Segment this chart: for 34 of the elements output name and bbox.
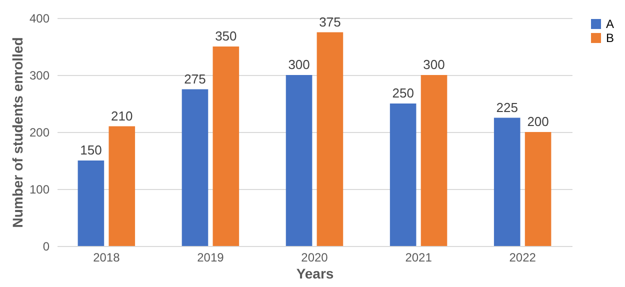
data-label: 150 <box>80 142 102 158</box>
legend-label: B <box>606 31 614 45</box>
data-label: 300 <box>288 57 310 72</box>
data-label: 375 <box>319 14 341 30</box>
x-tick-label: 2018 <box>93 250 120 264</box>
data-label: 275 <box>184 71 206 86</box>
x-tick-label: 2021 <box>405 250 432 264</box>
bar <box>286 75 312 246</box>
bar <box>212 46 240 246</box>
data-label: 350 <box>215 28 237 44</box>
y-tick-label: 200 <box>29 126 50 140</box>
data-label: 250 <box>392 86 414 100</box>
bar <box>390 104 416 246</box>
bar <box>182 89 208 246</box>
y-axis-title: Number of students enrolled <box>9 37 26 228</box>
x-axis-title: Years <box>296 266 334 282</box>
bar <box>524 132 552 246</box>
bar <box>420 75 448 246</box>
y-tick-label: 300 <box>29 68 50 82</box>
bar <box>78 160 104 246</box>
data-label: 210 <box>111 108 133 124</box>
legend-label: A <box>606 17 614 31</box>
y-tick-label: 400 <box>29 12 50 26</box>
x-tick-label: 2019 <box>197 250 224 264</box>
y-tick-label: 0 <box>42 240 50 254</box>
bar <box>108 126 136 246</box>
bar <box>494 118 520 246</box>
data-label: 225 <box>496 100 518 115</box>
data-label: 200 <box>527 114 549 129</box>
x-tick-label: 2022 <box>509 250 536 264</box>
x-tick-label: 2020 <box>301 250 328 264</box>
data-label: 300 <box>423 57 445 72</box>
bar <box>316 32 344 246</box>
y-tick-label: 100 <box>29 182 50 196</box>
